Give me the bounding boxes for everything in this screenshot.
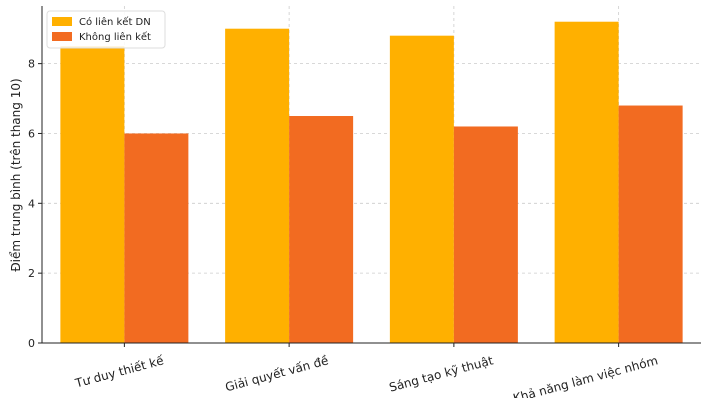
bars xyxy=(60,21,683,344)
legend-swatch xyxy=(52,32,72,41)
legend-label: Không liên kết xyxy=(79,31,151,43)
y-tick-label: 4 xyxy=(28,197,35,210)
y-tick-label: 6 xyxy=(28,127,35,140)
x-category-labels: Tư duy thiết kế Giải quyết vấn đề Sáng tạo… xyxy=(73,343,660,398)
bar-co-lien-ket xyxy=(60,46,125,344)
y-axis-title: Điểm trung bình (trên thang 10) xyxy=(9,78,23,271)
x-category-label: Sáng tạo kỹ thuật xyxy=(388,353,495,394)
y-ticks: 0 2 4 6 8 xyxy=(28,58,42,350)
bar-co-lien-ket xyxy=(225,28,290,343)
legend-label: Có liên kết DN xyxy=(79,16,151,28)
bar-khong-lien-ket xyxy=(124,133,189,343)
y-tick-label: 2 xyxy=(28,267,35,280)
bar-khong-lien-ket xyxy=(453,126,518,343)
legend-box xyxy=(46,10,166,49)
x-category-label: Tư duy thiết kế xyxy=(73,353,166,390)
bar-khong-lien-ket xyxy=(289,116,354,343)
x-category-label: Giải quyết vấn đề xyxy=(224,353,330,394)
bar-co-lien-ket xyxy=(389,35,454,344)
y-tick-label: 8 xyxy=(28,58,35,71)
x-category-label: Khả năng làm việc nhóm xyxy=(512,353,660,398)
y-tick-label: 0 xyxy=(28,337,35,350)
legend: Có liên kết DN Không liên kết xyxy=(46,10,166,49)
bar-co-lien-ket xyxy=(554,21,619,343)
axes xyxy=(41,6,701,344)
bar-khong-lien-ket xyxy=(618,105,683,343)
legend-swatch xyxy=(52,17,72,26)
